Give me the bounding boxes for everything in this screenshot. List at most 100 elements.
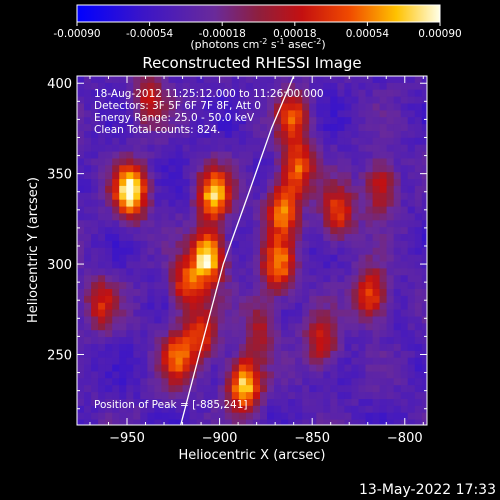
heatmap-cell	[267, 96, 275, 105]
heatmap-cell	[154, 151, 162, 160]
heatmap-cell	[196, 165, 205, 173]
heatmap-cell	[98, 357, 106, 366]
heatmap-cell	[91, 144, 99, 153]
heatmap-cell	[112, 364, 120, 373]
heatmap-cell	[323, 261, 331, 269]
heatmap-cell	[203, 165, 212, 173]
heatmap-cell	[372, 199, 381, 208]
heatmap-cell	[393, 185, 402, 194]
heatmap-cell	[274, 227, 282, 235]
heatmap-cell	[365, 227, 374, 235]
heatmap-cell	[84, 117, 92, 125]
heatmap-cell	[182, 220, 191, 228]
heatmap-cell	[231, 199, 240, 208]
heatmap-cell	[84, 412, 92, 421]
heatmap-cell	[267, 302, 275, 311]
heatmap-cell	[105, 364, 113, 373]
heatmap-cell	[252, 412, 261, 421]
heatmap-cell	[112, 399, 120, 407]
heatmap-cell	[161, 254, 169, 263]
heatmap-cell	[140, 110, 148, 118]
heatmap-cell	[337, 357, 345, 366]
heatmap-cell	[400, 399, 409, 407]
heatmap-cell	[140, 240, 148, 249]
heatmap-cell	[351, 405, 359, 414]
heatmap-cell	[274, 337, 282, 345]
heatmap-cell	[260, 419, 268, 425]
heatmap-cell	[260, 371, 268, 379]
heatmap-cell	[400, 405, 409, 414]
heatmap-cell	[330, 302, 338, 311]
heatmap-cell	[182, 227, 191, 235]
heatmap-cell	[344, 337, 352, 345]
heatmap-cell	[210, 350, 219, 359]
x-tick-label: −850	[294, 431, 330, 446]
heatmap-cell	[98, 295, 106, 304]
heatmap-cell	[175, 357, 184, 366]
heatmap-cell	[98, 399, 106, 407]
heatmap-cell	[154, 350, 162, 359]
heatmap-cell	[302, 295, 310, 304]
heatmap-cell	[196, 419, 205, 425]
heatmap-cell	[288, 330, 296, 338]
heatmap-cell	[189, 110, 198, 118]
heatmap-cell	[168, 289, 177, 297]
heatmap-cell	[267, 117, 275, 125]
heatmap-cell	[288, 179, 296, 187]
heatmap-cell	[189, 295, 198, 304]
heatmap-cell	[372, 378, 381, 386]
heatmap-cell	[323, 220, 331, 228]
heatmap-cell	[203, 399, 212, 407]
heatmap-cell	[231, 371, 240, 379]
heatmap-cell	[260, 158, 268, 166]
heatmap-cell	[267, 323, 275, 331]
heatmap-cell	[323, 76, 331, 84]
heatmap-cell	[175, 227, 184, 235]
heatmap-cell	[414, 199, 423, 208]
heatmap-cell	[168, 268, 177, 276]
heatmap-cell	[323, 392, 331, 400]
heatmap-cell	[414, 337, 423, 345]
heatmap-cell	[196, 227, 205, 235]
heatmap-cell	[323, 96, 331, 105]
heatmap-cell	[386, 364, 395, 373]
heatmap-cell	[203, 179, 212, 187]
heatmap-cell	[189, 385, 198, 393]
heatmap-cell	[203, 364, 212, 373]
heatmap-cell	[238, 289, 247, 297]
heatmap-cell	[196, 309, 205, 318]
heatmap-cell	[140, 103, 148, 111]
heatmap-cell	[393, 385, 402, 393]
heatmap-cell	[281, 399, 289, 407]
heatmap-cell	[252, 357, 261, 366]
heatmap-cell	[217, 124, 226, 132]
heatmap-cell	[112, 392, 120, 400]
heatmap-cell	[344, 412, 352, 421]
heatmap-cell	[365, 110, 374, 118]
heatmap-cell	[414, 412, 423, 421]
heatmap-cell	[140, 371, 148, 379]
heatmap-cell	[196, 206, 205, 215]
heatmap-cell	[330, 227, 338, 235]
heatmap-cell	[316, 151, 324, 160]
heatmap-cell	[252, 103, 261, 111]
heatmap-cell	[84, 309, 92, 318]
heatmap-cell	[260, 117, 268, 125]
heatmap-cell	[252, 240, 261, 249]
heatmap-cell	[414, 110, 423, 118]
heatmap-cell	[161, 268, 169, 276]
heatmap-cell	[288, 199, 296, 208]
heatmap-cell	[288, 419, 296, 425]
heatmap-cell	[77, 131, 85, 139]
heatmap-cell	[196, 96, 205, 105]
heatmap-cell	[407, 309, 416, 318]
heatmap-cell	[274, 172, 282, 180]
heatmap-cell	[372, 254, 381, 263]
heatmap-cell	[98, 185, 106, 194]
heatmap-cell	[77, 206, 85, 215]
heatmap-cell	[210, 405, 219, 414]
heatmap-cell	[252, 282, 261, 290]
heatmap-cell	[260, 185, 268, 194]
heatmap-cell	[147, 124, 155, 132]
heatmap-cell	[386, 289, 395, 297]
